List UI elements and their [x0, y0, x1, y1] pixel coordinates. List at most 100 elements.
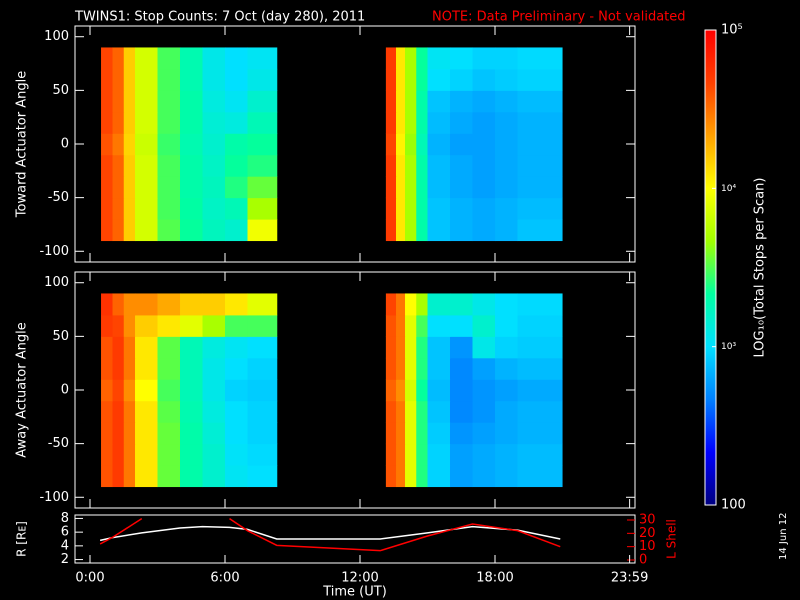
heat-cell — [405, 197, 417, 220]
heat-cell — [157, 314, 181, 337]
heat-cell — [427, 68, 451, 91]
heat-cell — [247, 47, 278, 70]
heat-cell — [385, 111, 397, 134]
heat-cell — [112, 422, 125, 445]
heat-cell — [405, 314, 417, 337]
heat-cell — [101, 68, 114, 91]
y2-tick-label: 10 — [639, 539, 656, 554]
heat-cell — [247, 68, 278, 91]
heat-cell — [396, 336, 406, 359]
heat-cell — [202, 176, 226, 199]
heat-cell — [112, 293, 125, 316]
heat-cell — [450, 443, 474, 466]
heat-cell — [112, 336, 125, 359]
heat-cell — [225, 293, 249, 316]
heat-cell — [135, 379, 159, 402]
heat-cell — [495, 357, 519, 380]
heat-cell — [472, 197, 496, 220]
heat-cell — [180, 443, 204, 466]
heat-cell — [135, 47, 159, 70]
heat-cell — [202, 379, 226, 402]
heat-cell — [157, 111, 181, 134]
heat-cell — [202, 154, 226, 177]
heat-cell — [135, 400, 159, 423]
heat-cell — [101, 293, 114, 316]
heat-cell — [385, 293, 397, 316]
heat-cell — [405, 379, 417, 402]
heat-cell — [135, 90, 159, 113]
heat-cell — [225, 111, 249, 134]
heat-cell — [180, 314, 204, 337]
heat-cell — [123, 90, 136, 113]
heat-cell — [202, 68, 226, 91]
heat-cell — [225, 68, 249, 91]
heat-cell — [427, 422, 451, 445]
heat-cell — [247, 314, 278, 337]
heat-cell — [202, 357, 226, 380]
heat-cell — [225, 47, 249, 70]
heat-cell — [517, 111, 563, 134]
heat-cell — [517, 357, 563, 380]
y-axis-label: R [Rᴇ] — [15, 521, 29, 557]
heat-cell — [225, 154, 249, 177]
heat-cell — [517, 219, 563, 242]
heat-cell — [385, 465, 397, 488]
heat-cell — [396, 47, 406, 70]
heat-cell — [396, 197, 406, 220]
heat-cell — [157, 357, 181, 380]
frame — [74, 514, 636, 564]
heat-cell — [157, 400, 181, 423]
heat-cell — [517, 379, 563, 402]
heat-cell — [202, 422, 226, 445]
colorbar-tick-label: 10⁵ — [721, 23, 743, 38]
heat-cell — [427, 133, 451, 156]
heat-cell — [416, 68, 429, 91]
heat-cell — [385, 443, 397, 466]
heat-cell — [472, 219, 496, 242]
heat-cell — [450, 133, 474, 156]
heat-cell — [405, 443, 417, 466]
heat-cell — [247, 443, 278, 466]
heat-cell — [450, 219, 474, 242]
heat-cell — [123, 465, 136, 488]
heat-cell — [396, 219, 406, 242]
chart-title: TWINS1: Stop Counts: 7 Oct (day 280), 20… — [74, 10, 365, 25]
heat-cell — [495, 293, 519, 316]
heat-cell — [180, 47, 204, 70]
y-tick-label: 0 — [61, 137, 69, 152]
heat-cell — [101, 197, 114, 220]
heat-cell — [427, 197, 451, 220]
colorbar-tick-label: 100 — [721, 498, 746, 513]
y-tick-label: -100 — [39, 490, 69, 505]
heat-cell — [112, 111, 125, 134]
heat-cell — [472, 400, 496, 423]
y-tick-label: 6 — [61, 525, 69, 540]
heat-cell — [405, 47, 417, 70]
heat-cell — [135, 219, 159, 242]
heat-cell — [123, 400, 136, 423]
heat-cell — [450, 314, 474, 337]
heat-cell — [405, 465, 417, 488]
heat-cell — [225, 219, 249, 242]
heat-cell — [405, 422, 417, 445]
heat-cell — [123, 176, 136, 199]
heat-cell — [135, 422, 159, 445]
heat-cell — [495, 90, 519, 113]
y-tick-label: -100 — [39, 244, 69, 259]
heat-cell — [157, 176, 181, 199]
heat-cell — [247, 133, 278, 156]
heat-cell — [112, 197, 125, 220]
heat-cell — [202, 465, 226, 488]
heat-cell — [180, 379, 204, 402]
heat-cell — [202, 197, 226, 220]
heat-cell — [101, 357, 114, 380]
heat-cell — [517, 154, 563, 177]
heat-cell — [135, 443, 159, 466]
heat-cell — [385, 176, 397, 199]
heat-cell — [112, 465, 125, 488]
heat-cell — [101, 133, 114, 156]
heat-cell — [495, 111, 519, 134]
heat-cell — [472, 176, 496, 199]
heat-cell — [427, 176, 451, 199]
heat-cell — [202, 443, 226, 466]
